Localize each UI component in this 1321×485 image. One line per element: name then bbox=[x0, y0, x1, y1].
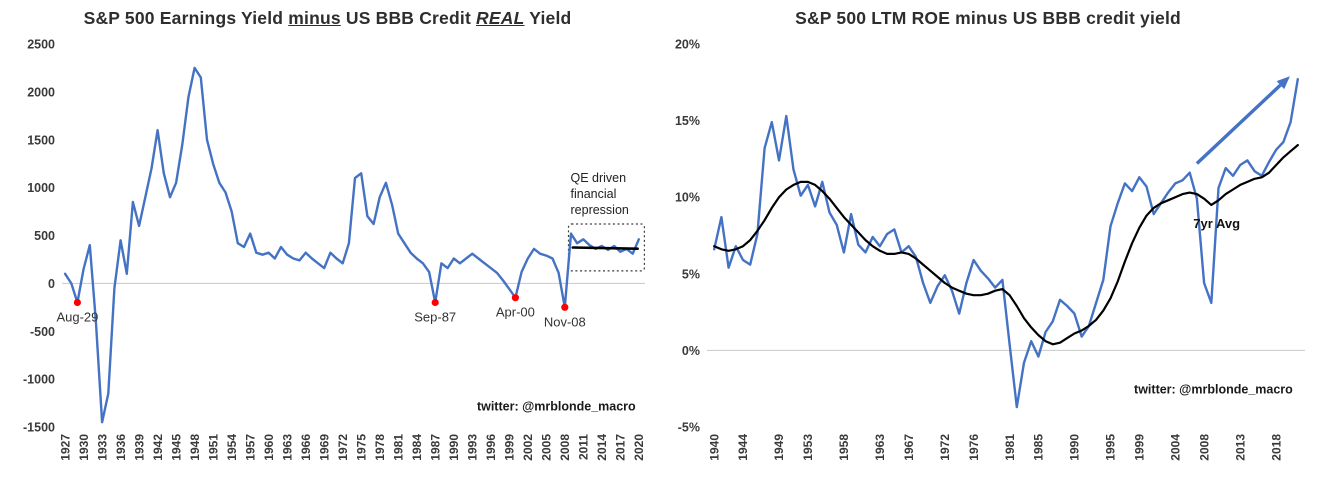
7yr-avg-line bbox=[713, 144, 1299, 346]
y-axis-tick-label: -500 bbox=[30, 325, 55, 339]
y-axis-tick-label: 1500 bbox=[27, 133, 55, 147]
ltm-roe-minus-bbb-credit-yield-line bbox=[713, 78, 1299, 409]
x-axis-tick-label: 1993 bbox=[466, 434, 480, 461]
x-axis-tick-label: 2014 bbox=[595, 434, 609, 461]
qe-annotation-line: financial bbox=[571, 187, 617, 201]
trend-arrow-shaft bbox=[1195, 83, 1282, 165]
title-text-underlined: minus bbox=[288, 8, 341, 28]
x-axis-tick-label: 1953 bbox=[801, 434, 815, 461]
event-marker-dot bbox=[561, 303, 569, 311]
x-axis-tick-label: 1963 bbox=[280, 434, 294, 461]
x-axis-tick-label: 1933 bbox=[95, 434, 109, 461]
x-axis-tick-label: 1960 bbox=[262, 434, 276, 461]
x-axis-tick-label: 1949 bbox=[772, 434, 786, 461]
x-axis-tick-label: 2008 bbox=[1197, 434, 1211, 461]
x-axis-tick-label: 1999 bbox=[1133, 434, 1147, 461]
y-axis-tick-label: 5% bbox=[682, 267, 700, 281]
title-text-real-emphasis: REAL bbox=[476, 8, 525, 28]
event-marker-label: Apr-00 bbox=[496, 305, 535, 320]
x-axis-tick-label: 1978 bbox=[373, 434, 387, 461]
x-axis-tick-label: 1990 bbox=[1068, 434, 1082, 461]
x-axis-tick-label: 2018 bbox=[1269, 434, 1283, 461]
x-axis-tick-label: 1999 bbox=[503, 434, 517, 461]
y-axis-tick-label: 2000 bbox=[27, 85, 55, 99]
y-axis-tick-label: 500 bbox=[34, 229, 55, 243]
right-chart-plot: 20% 15% 10% 5% 0% -5% 1940 1944 1949 1953 1958 1963… bbox=[675, 38, 1305, 461]
x-axis-tick-label: 1984 bbox=[410, 434, 424, 461]
y-axis-tick-label: -5% bbox=[678, 421, 700, 435]
x-axis-tick-label: 2013 bbox=[1233, 434, 1247, 461]
qe-annotation-line: repression bbox=[571, 203, 629, 217]
x-axis-tick-label: 1951 bbox=[206, 434, 220, 461]
x-axis-tick-label: 2011 bbox=[577, 434, 591, 460]
x-axis-tick-label: 1996 bbox=[484, 434, 498, 461]
x-axis-tick-label: 1981 bbox=[391, 434, 405, 461]
x-axis-tick-label: 1990 bbox=[447, 434, 461, 461]
title-text: S&P 500 Earnings Yield bbox=[83, 8, 289, 28]
y-axis-tick-label: -1000 bbox=[23, 373, 55, 387]
x-axis-tick-label: 1969 bbox=[317, 434, 331, 461]
credit-text: twitter: @mrblonde_macro bbox=[477, 400, 636, 414]
x-axis-tick-label: 2008 bbox=[558, 434, 572, 461]
x-axis-tick-label: 1963 bbox=[873, 434, 887, 461]
earnings-yield-minus-bbb-real-yield-line bbox=[63, 66, 640, 424]
y-axis-tick-label: 1000 bbox=[27, 181, 55, 195]
event-marker-dot bbox=[73, 298, 81, 307]
x-axis-tick-label: 1967 bbox=[902, 434, 916, 461]
credit-text: twitter: @mrblonde_macro bbox=[1134, 382, 1293, 396]
y-axis-tick-label: 0% bbox=[682, 344, 700, 358]
x-axis-tick-label: 1975 bbox=[354, 434, 368, 461]
y-axis-tick-label: -1500 bbox=[23, 421, 55, 435]
x-axis-tick-label: 1942 bbox=[151, 434, 165, 461]
x-axis-tick-label: 1995 bbox=[1104, 434, 1118, 461]
trend-arrow-head bbox=[1276, 76, 1290, 90]
x-axis-tick-label: 1972 bbox=[336, 434, 350, 461]
x-axis-tick-label: 2004 bbox=[1169, 434, 1183, 461]
right-chart-title: S&P 500 LTM ROE minus US BBB credit yiel… bbox=[655, 0, 1321, 36]
x-axis-tick-label: 1972 bbox=[938, 434, 952, 461]
x-axis-tick-label: 1939 bbox=[132, 434, 146, 461]
x-axis-tick-label: 1958 bbox=[837, 434, 851, 461]
x-axis-tick-label: 1987 bbox=[428, 434, 442, 461]
x-axis-tick-label: 1930 bbox=[77, 434, 91, 461]
x-axis-tick-label: 1957 bbox=[243, 434, 257, 461]
x-axis-tick-label: 1985 bbox=[1032, 434, 1046, 461]
qe-period-average-line bbox=[571, 246, 639, 250]
x-axis-tick-label: 1927 bbox=[58, 434, 72, 461]
y-axis-tick-label: 15% bbox=[675, 114, 700, 128]
qe-annotation-line: QE driven bbox=[571, 171, 627, 185]
y-axis-tick-label: 20% bbox=[675, 38, 700, 52]
title-text: S&P 500 LTM ROE minus US BBB credit yiel… bbox=[795, 8, 1181, 28]
title-text: US BBB Credit bbox=[340, 8, 477, 28]
x-axis-tick-label: 1936 bbox=[114, 434, 128, 461]
x-axis-tick-label: 2005 bbox=[540, 434, 554, 461]
event-marker-label: Sep-87 bbox=[414, 310, 456, 325]
series-annotation-label: 7yr Avg bbox=[1193, 216, 1240, 231]
x-axis-tick-label: 1981 bbox=[1003, 434, 1017, 461]
x-axis-tick-label: 2020 bbox=[632, 434, 646, 461]
x-axis-tick-label: 1944 bbox=[736, 434, 750, 461]
x-axis-tick-label: 1976 bbox=[967, 434, 981, 461]
x-axis-tick-label: 1948 bbox=[188, 434, 202, 461]
x-axis-tick-label: 1940 bbox=[707, 434, 721, 461]
x-axis-tick-label: 1954 bbox=[225, 434, 239, 461]
chart-earnings-yield-minus-bbb-real: S&P 500 Earnings Yield minus US BBB Cred… bbox=[0, 0, 655, 485]
x-axis-tick-label: 2002 bbox=[521, 434, 535, 461]
event-marker-dot bbox=[431, 298, 439, 307]
x-axis-tick-label: 1945 bbox=[169, 434, 183, 461]
event-marker-label: Aug-29 bbox=[56, 310, 98, 325]
y-axis-tick-label: 2500 bbox=[27, 38, 55, 52]
x-axis-tick-label: 1966 bbox=[299, 434, 313, 461]
title-text: Yield bbox=[524, 8, 572, 28]
left-chart-title: S&P 500 Earnings Yield minus US BBB Cred… bbox=[0, 0, 655, 36]
x-axis-tick-label: 2017 bbox=[614, 434, 628, 461]
chart-ltm-roe-minus-bbb: S&P 500 LTM ROE minus US BBB credit yiel… bbox=[655, 0, 1321, 485]
y-axis-tick-label: 0 bbox=[48, 277, 55, 291]
y-axis-tick-label: 10% bbox=[675, 191, 700, 205]
event-marker-label: Nov-08 bbox=[544, 314, 586, 329]
event-marker-dot bbox=[511, 294, 519, 302]
